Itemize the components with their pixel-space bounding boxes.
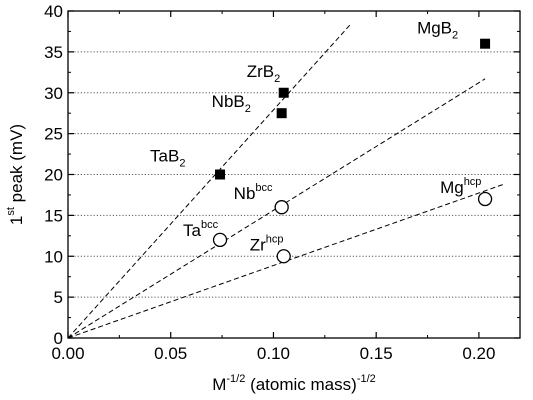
y-axis-ticks: 0 5 10 15 20 25 30 35 40 (44, 2, 520, 348)
y-axis-title: 1st peak (mV) (5, 124, 26, 225)
y-tick-label: 30 (44, 84, 63, 103)
x-tick-label: 0.15 (360, 344, 393, 363)
point-label: Nbbcc (234, 182, 273, 203)
circle-marker (274, 200, 289, 215)
square-marker (215, 169, 226, 180)
y-tick-label: 40 (44, 2, 63, 21)
square-marker (480, 38, 491, 49)
point-label: Tabcc (183, 219, 219, 240)
fit-line (67, 183, 504, 339)
x-tick-label: 0.05 (154, 344, 187, 363)
x-axis-title: M-1/2 (atomic mass)-1/2 (212, 373, 376, 394)
data-points (212, 38, 493, 264)
point-label: Zrhcp (250, 233, 284, 254)
y-tick-label: 35 (44, 43, 63, 62)
fit-lines (67, 22, 504, 339)
circle-marker (276, 249, 291, 264)
fit-line (67, 78, 486, 339)
fit-line (67, 22, 352, 339)
point-labels: MgB2 ZrB2 NbB2 TaB2 Nbbcc Tabcc Zrhcp Mghcp (150, 19, 481, 255)
y-tick-label: 15 (44, 206, 63, 225)
y-tick-label: 20 (44, 166, 63, 185)
x-tick-label: 0.10 (257, 344, 290, 363)
x-tick-label: 0.20 (462, 344, 495, 363)
point-label: Mghcp (440, 176, 481, 197)
square-marker (276, 108, 287, 119)
y-tick-label: 0 (54, 329, 63, 348)
y-tick-label: 5 (54, 288, 63, 307)
point-label: ZrB2 (247, 62, 281, 85)
x-axis-ticks: 0.00 0.05 0.10 0.15 0.20 (51, 11, 495, 363)
point-label: MgB2 (417, 19, 458, 42)
circle-marker (212, 232, 228, 248)
y-tick-label: 10 (44, 247, 63, 266)
circle-marker (477, 191, 493, 207)
point-label: TaB2 (150, 147, 185, 170)
x-tick-label: 0.00 (51, 344, 84, 363)
grid-lines (68, 51, 520, 298)
point-label: NbB2 (212, 92, 251, 115)
y-tick-label: 25 (44, 125, 63, 144)
square-marker (278, 87, 289, 98)
